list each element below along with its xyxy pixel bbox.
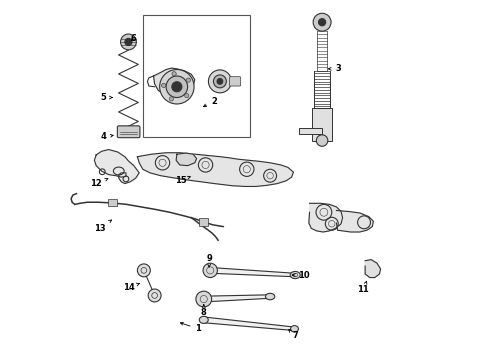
Polygon shape [210, 267, 295, 277]
Bar [108, 199, 117, 206]
Polygon shape [176, 153, 196, 166]
Ellipse shape [266, 293, 275, 300]
Text: 15: 15 [174, 176, 190, 185]
Circle shape [160, 69, 194, 104]
Ellipse shape [199, 316, 208, 323]
Circle shape [186, 78, 191, 82]
Polygon shape [337, 211, 373, 232]
Circle shape [217, 78, 223, 84]
FancyBboxPatch shape [117, 126, 140, 138]
Circle shape [317, 135, 328, 146]
Circle shape [185, 94, 189, 98]
Circle shape [196, 291, 212, 307]
Circle shape [166, 76, 188, 98]
Circle shape [125, 39, 132, 45]
Polygon shape [137, 153, 294, 186]
Polygon shape [203, 317, 294, 330]
Circle shape [318, 19, 326, 26]
Text: 7: 7 [289, 329, 298, 341]
Circle shape [203, 263, 218, 278]
Polygon shape [204, 295, 270, 302]
Bar [199, 219, 208, 226]
Circle shape [170, 97, 173, 101]
Ellipse shape [291, 325, 298, 332]
Text: 3: 3 [328, 64, 341, 73]
Text: 14: 14 [122, 283, 140, 292]
Bar [312, 108, 332, 140]
Polygon shape [309, 203, 343, 232]
Polygon shape [95, 149, 139, 184]
FancyBboxPatch shape [230, 77, 241, 86]
Bar [143, 15, 250, 137]
Text: 11: 11 [358, 281, 369, 294]
Ellipse shape [290, 271, 300, 279]
Text: 10: 10 [293, 270, 310, 279]
Circle shape [148, 289, 161, 302]
Text: 13: 13 [94, 220, 112, 233]
Text: 9: 9 [206, 255, 212, 267]
Circle shape [313, 13, 331, 31]
Text: 6: 6 [131, 34, 137, 43]
Text: 4: 4 [100, 132, 113, 141]
Circle shape [137, 264, 150, 277]
Text: 5: 5 [100, 93, 112, 102]
Polygon shape [365, 260, 381, 278]
Circle shape [172, 72, 176, 76]
Bar [299, 128, 322, 134]
Circle shape [214, 75, 226, 88]
Text: 12: 12 [90, 179, 108, 188]
Text: 2: 2 [203, 96, 218, 107]
Polygon shape [153, 68, 195, 98]
Text: 8: 8 [201, 305, 207, 317]
Circle shape [121, 34, 136, 50]
Circle shape [162, 83, 166, 87]
Circle shape [208, 70, 231, 93]
Text: 1: 1 [180, 323, 201, 333]
Circle shape [172, 82, 182, 92]
